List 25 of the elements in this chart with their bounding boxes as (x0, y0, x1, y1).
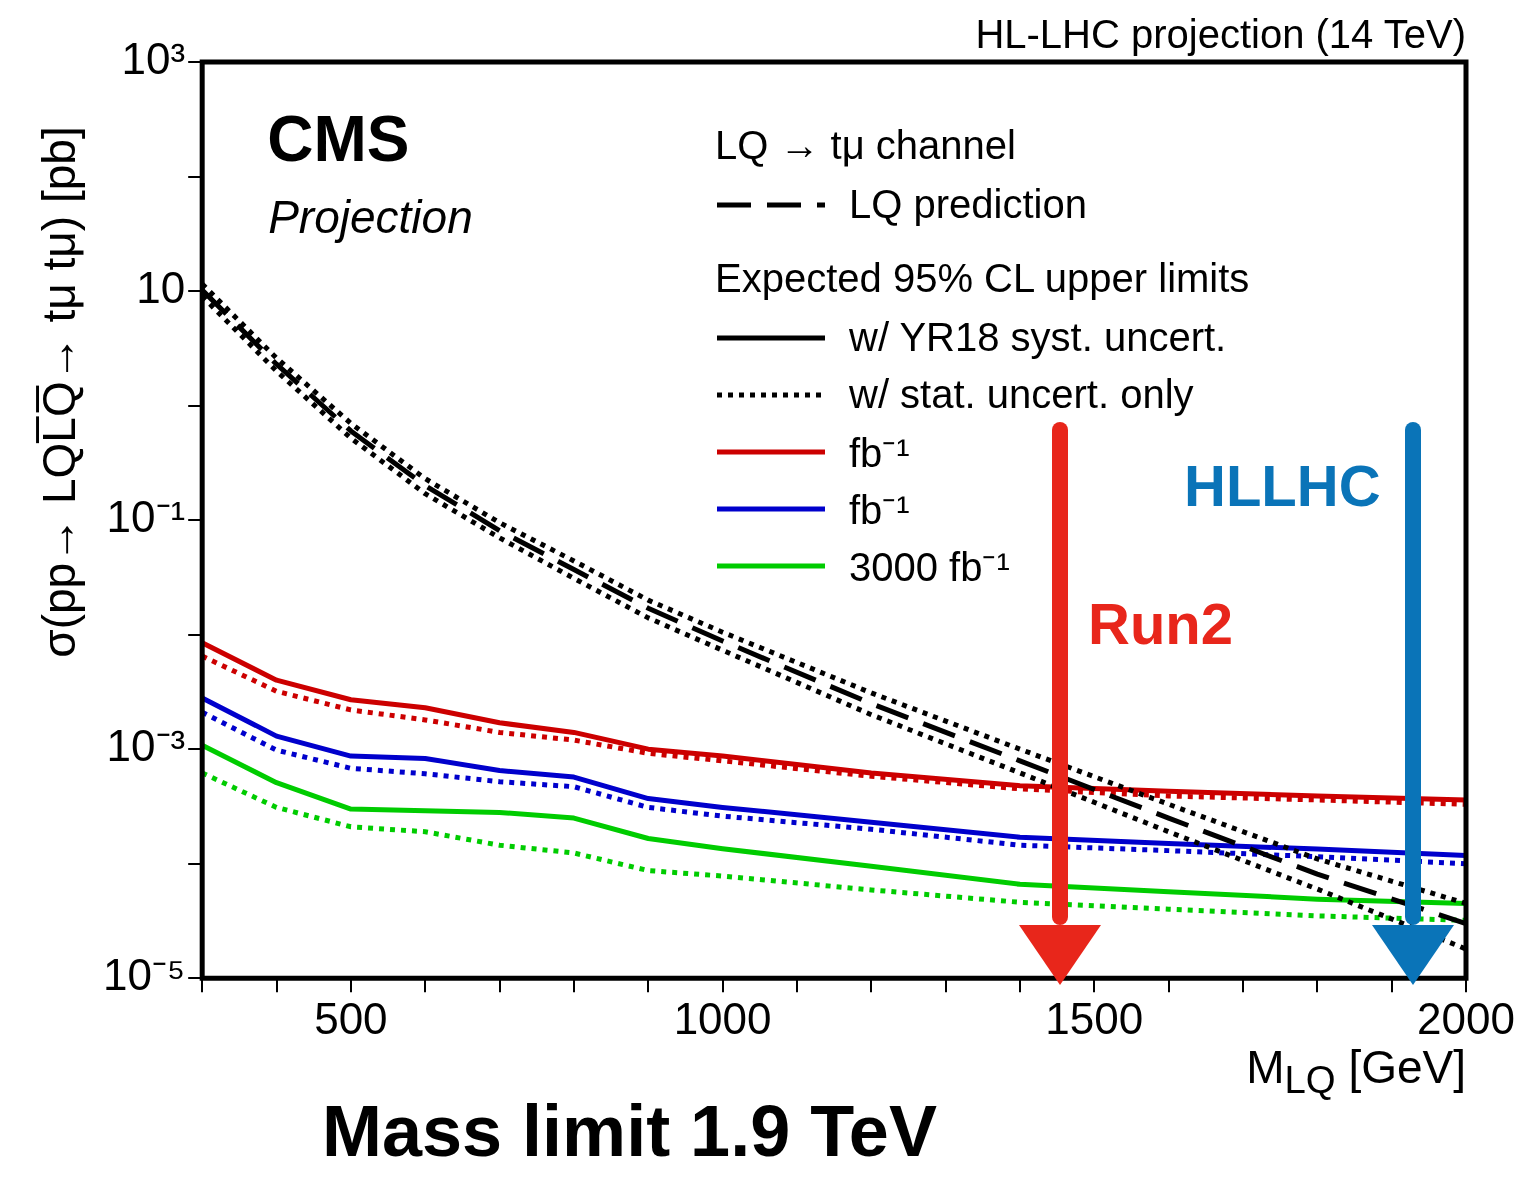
text: Mass limit 1.9 TeV (322, 1090, 937, 1172)
y-tick-label: 10⁻³ (106, 721, 186, 771)
y-tick-label: 10⁻⁵ (102, 950, 186, 1000)
legend-title: LQ → tμ channel (715, 121, 1017, 169)
chart-title: HL-LHC projection (14 TeV) (975, 12, 1466, 57)
annotation: Expected 95% CL upper limits (715, 254, 1250, 302)
legend-label: w/ YR18 syst. uncert. (849, 315, 1227, 360)
annotation: CMS (267, 102, 410, 176)
x-axis-title: M$_{LQ}$ [GeV] (1246, 1040, 1466, 1103)
legend-label: LQ prediction (849, 182, 1087, 227)
legend-label: 3000 fb⁻¹ (849, 544, 1010, 591)
y-tick-label: 10³ (121, 34, 186, 84)
annotation: Projection (268, 190, 473, 244)
y-tick-label: 10 (136, 263, 186, 313)
x-tick-label: 1500 (1045, 993, 1144, 1043)
y-axis-title: σ(pp→ LQL̅Q̅→ tμ tμ) [pb] (31, 126, 86, 658)
x-tick-label: 500 (314, 993, 388, 1043)
y-tick-label: 10⁻¹ (106, 492, 186, 542)
legend-label: fb⁻¹ (849, 430, 910, 477)
annotation: HLLHC (1184, 452, 1381, 519)
x-tick-label: 2000 (1417, 993, 1515, 1043)
legend-label: fb⁻¹ (849, 487, 910, 534)
annotation: Run2 (1088, 590, 1233, 657)
x-tick-label: 1000 (673, 993, 772, 1043)
legend-label: w/ stat. uncert. only (849, 372, 1194, 417)
